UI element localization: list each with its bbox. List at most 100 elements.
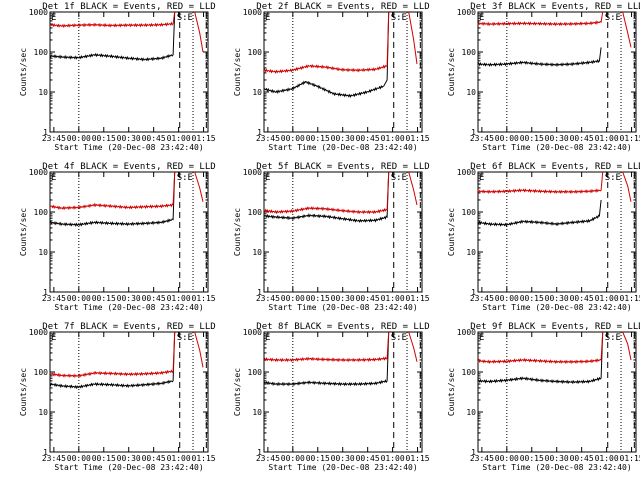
events-series-line (477, 199, 602, 228)
marker-e: E (51, 333, 56, 343)
y-axis-label: Counts/sec (19, 208, 28, 256)
marker-e: E (265, 173, 270, 183)
y-tick-label: 10 (252, 248, 262, 257)
x-tick-label: 00:45 (356, 294, 380, 303)
panel-det-5: Det 5f BLACK = Events, RED = LLD 1 10 100 10… (233, 162, 430, 312)
y-tick-label: 1 (257, 128, 262, 137)
plot-frame (49, 171, 209, 293)
x-tick-label: 01:15 (406, 134, 430, 143)
marker-se: S:E (605, 173, 621, 183)
marker-e: E (51, 173, 56, 183)
panel-det-3: Det 3f BLACK = Events, RED = LLD 1 10 100 10… (447, 2, 640, 152)
x-tick-label: 00:15 (520, 134, 544, 143)
y-tick-label: 100 (34, 368, 49, 377)
y-axis-label: Counts/sec (233, 208, 242, 256)
lld-series-line (49, 11, 176, 29)
x-tick-label: 00:00 (495, 134, 519, 143)
marker-se: S:E (605, 13, 621, 23)
x-axis-label: Start Time (20-Dec-08 23:42:40) (268, 463, 417, 472)
y-axis-label: Counts/sec (19, 48, 28, 96)
lld-series-line (408, 11, 418, 65)
panel-det-9: Det 9f BLACK = Events, RED = LLD 1 10 100 10… (447, 322, 640, 472)
lld-series-line (49, 331, 176, 378)
y-tick-label: 100 (462, 368, 477, 377)
x-tick-label: 01:15 (406, 454, 430, 463)
panel-title: Det 6f BLACK = Events, RED = LLD (470, 162, 640, 172)
x-tick-label: 01:15 (620, 454, 640, 463)
x-tick-label: 00:00 (495, 294, 519, 303)
marker-e: E (51, 13, 56, 23)
x-tick-label: 23:45 (42, 294, 66, 303)
y-tick-label: 10 (466, 248, 476, 257)
y-tick-label: 10 (38, 248, 48, 257)
lld-series-line (477, 11, 604, 27)
events-series-line (49, 331, 176, 390)
panel-title: Det 5f BLACK = Events, RED = LLD (256, 162, 429, 172)
y-tick-label: 1000 (243, 168, 262, 177)
y-axis-label: Counts/sec (19, 368, 28, 416)
events-series-line (263, 171, 390, 223)
x-tick-label: 00:45 (356, 134, 380, 143)
events-series-line (263, 331, 390, 387)
y-tick-label: 1 (43, 128, 48, 137)
y-tick-label: 1000 (457, 8, 476, 17)
marker-e: E (265, 13, 270, 23)
x-tick-label: 00:15 (520, 294, 544, 303)
x-tick-label: 00:45 (570, 454, 594, 463)
events-series-line (263, 11, 390, 99)
x-tick-label: 00:45 (142, 294, 166, 303)
x-tick-label: 01:15 (192, 454, 216, 463)
x-tick-label: 00:30 (331, 294, 355, 303)
x-tick-label: 23:45 (42, 454, 66, 463)
panel-det-6: Det 6f BLACK = Events, RED = LLD 1 10 100 10… (447, 162, 640, 312)
y-tick-label: 100 (248, 48, 263, 57)
x-tick-label: 00:15 (520, 454, 544, 463)
panel-title: Det 2f BLACK = Events, RED = LLD (256, 2, 429, 12)
x-tick-label: 01:15 (620, 134, 640, 143)
y-tick-label: 1000 (457, 168, 476, 177)
y-tick-label: 1000 (29, 328, 48, 337)
panel-det-7: Det 7f BLACK = Events, RED = LLD 1 10 100 10… (19, 322, 216, 472)
panel-det-4: Det 4f BLACK = Events, RED = LLD 1 10 100 10… (19, 162, 216, 312)
x-tick-label: 00:15 (92, 134, 116, 143)
lld-series-line (49, 171, 176, 211)
lld-series-line (408, 171, 418, 206)
x-tick-label: 00:30 (545, 454, 569, 463)
lld-series-line (622, 171, 632, 202)
y-tick-label: 100 (34, 48, 49, 57)
x-tick-label: 23:45 (256, 454, 280, 463)
lld-series-line (194, 331, 204, 368)
y-tick-label: 1000 (29, 8, 48, 17)
panel-det-1: Det 1f BLACK = Events, RED = LLD 1 10 100 10… (19, 2, 216, 152)
marker-e: E (479, 173, 484, 183)
y-tick-label: 1 (257, 448, 262, 457)
plot-frame (477, 331, 637, 453)
y-axis-label: Counts/sec (447, 368, 456, 416)
y-tick-label: 100 (248, 208, 263, 217)
lld-series-line (263, 331, 390, 363)
events-series-line (49, 171, 176, 227)
y-tick-label: 100 (34, 208, 49, 217)
y-tick-label: 1 (43, 288, 48, 297)
panel-det-2: Det 2f BLACK = Events, RED = LLD 1 10 100 10… (233, 2, 430, 152)
x-tick-label: 01:00 (167, 294, 191, 303)
x-axis-label: Start Time (20-Dec-08 23:42:40) (482, 303, 631, 312)
x-tick-label: 01:00 (167, 454, 191, 463)
x-axis-label: Start Time (20-Dec-08 23:42:40) (54, 143, 203, 152)
panel-title: Det 7f BLACK = Events, RED = LLD (42, 322, 215, 332)
y-tick-label: 1 (257, 288, 262, 297)
y-tick-label: 1000 (243, 328, 262, 337)
plot-frame (263, 331, 423, 453)
x-tick-label: 23:45 (42, 134, 66, 143)
x-tick-label: 00:00 (67, 454, 91, 463)
events-series-line (477, 47, 602, 68)
x-tick-label: 00:00 (67, 294, 91, 303)
plot-frame (49, 11, 209, 133)
x-axis-label: Start Time (20-Dec-08 23:42:40) (54, 303, 203, 312)
x-tick-label: 00:45 (142, 134, 166, 143)
marker-e: E (265, 333, 270, 343)
x-tick-label: 23:45 (470, 454, 494, 463)
panel-title: Det 9f BLACK = Events, RED = LLD (470, 322, 640, 332)
x-tick-label: 00:30 (331, 454, 355, 463)
